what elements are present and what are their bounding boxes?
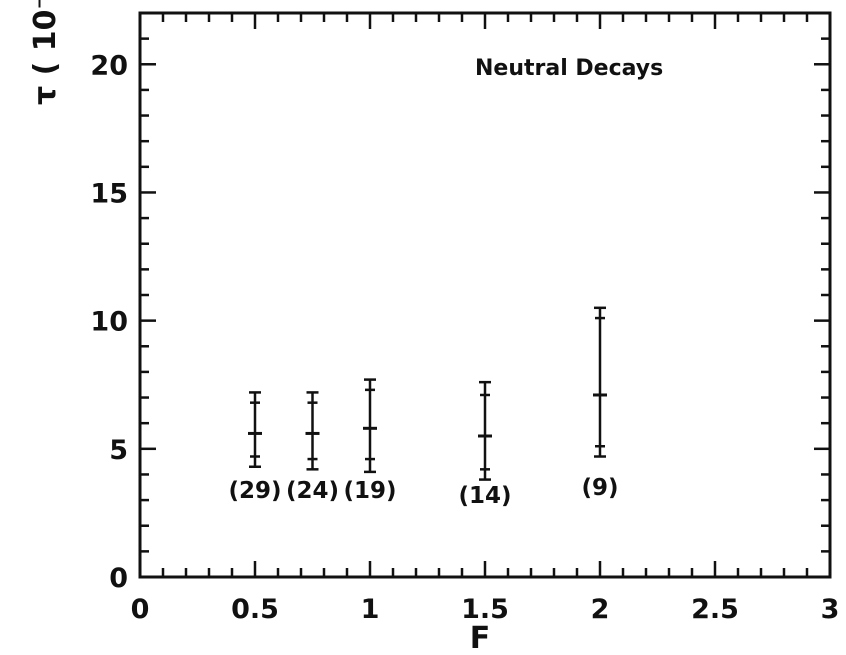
y-tick-label: 0 [109, 563, 128, 594]
x-tick-label: 1.5 [461, 594, 509, 625]
axis-ticks [138, 11, 832, 579]
y-tick-label: 10 [90, 307, 128, 338]
data-point-group [305, 391, 320, 471]
x-tick-label: 2.5 [691, 594, 739, 625]
event-count-label: (29) [228, 478, 281, 504]
event-count-label: (19) [343, 478, 396, 504]
data-point-group [478, 380, 492, 481]
x-tick-label: 1 [361, 594, 380, 625]
event-count-label: (14) [458, 483, 511, 509]
data-point-group [593, 306, 607, 458]
data-marks [248, 306, 607, 481]
y-axis-label: τ ( 10⁻¹ [28, 0, 63, 105]
x-tick-label: 3 [821, 594, 840, 625]
x-tick-label: 2 [591, 594, 610, 625]
plot-annotation: Neutral Decays [475, 56, 663, 81]
event-count-label: (24) [286, 478, 339, 504]
y-tick-label: 5 [109, 435, 128, 466]
event-count-label: (9) [581, 475, 618, 501]
x-tick-label: 0.5 [231, 594, 279, 625]
count-labels: (29) (24) (19) (14) (9) [228, 475, 618, 509]
x-tick-label: 0 [131, 594, 150, 625]
x-tick-labels: 0 0.5 1 1.5 2 2.5 3 [131, 594, 840, 625]
y-tick-label: 15 [90, 178, 128, 209]
y-tick-label: 20 [90, 50, 128, 81]
data-point-group [363, 378, 377, 474]
x-axis-label: F [470, 621, 491, 655]
data-point-group [248, 391, 262, 469]
y-tick-labels: 0 5 10 15 20 [90, 50, 128, 594]
